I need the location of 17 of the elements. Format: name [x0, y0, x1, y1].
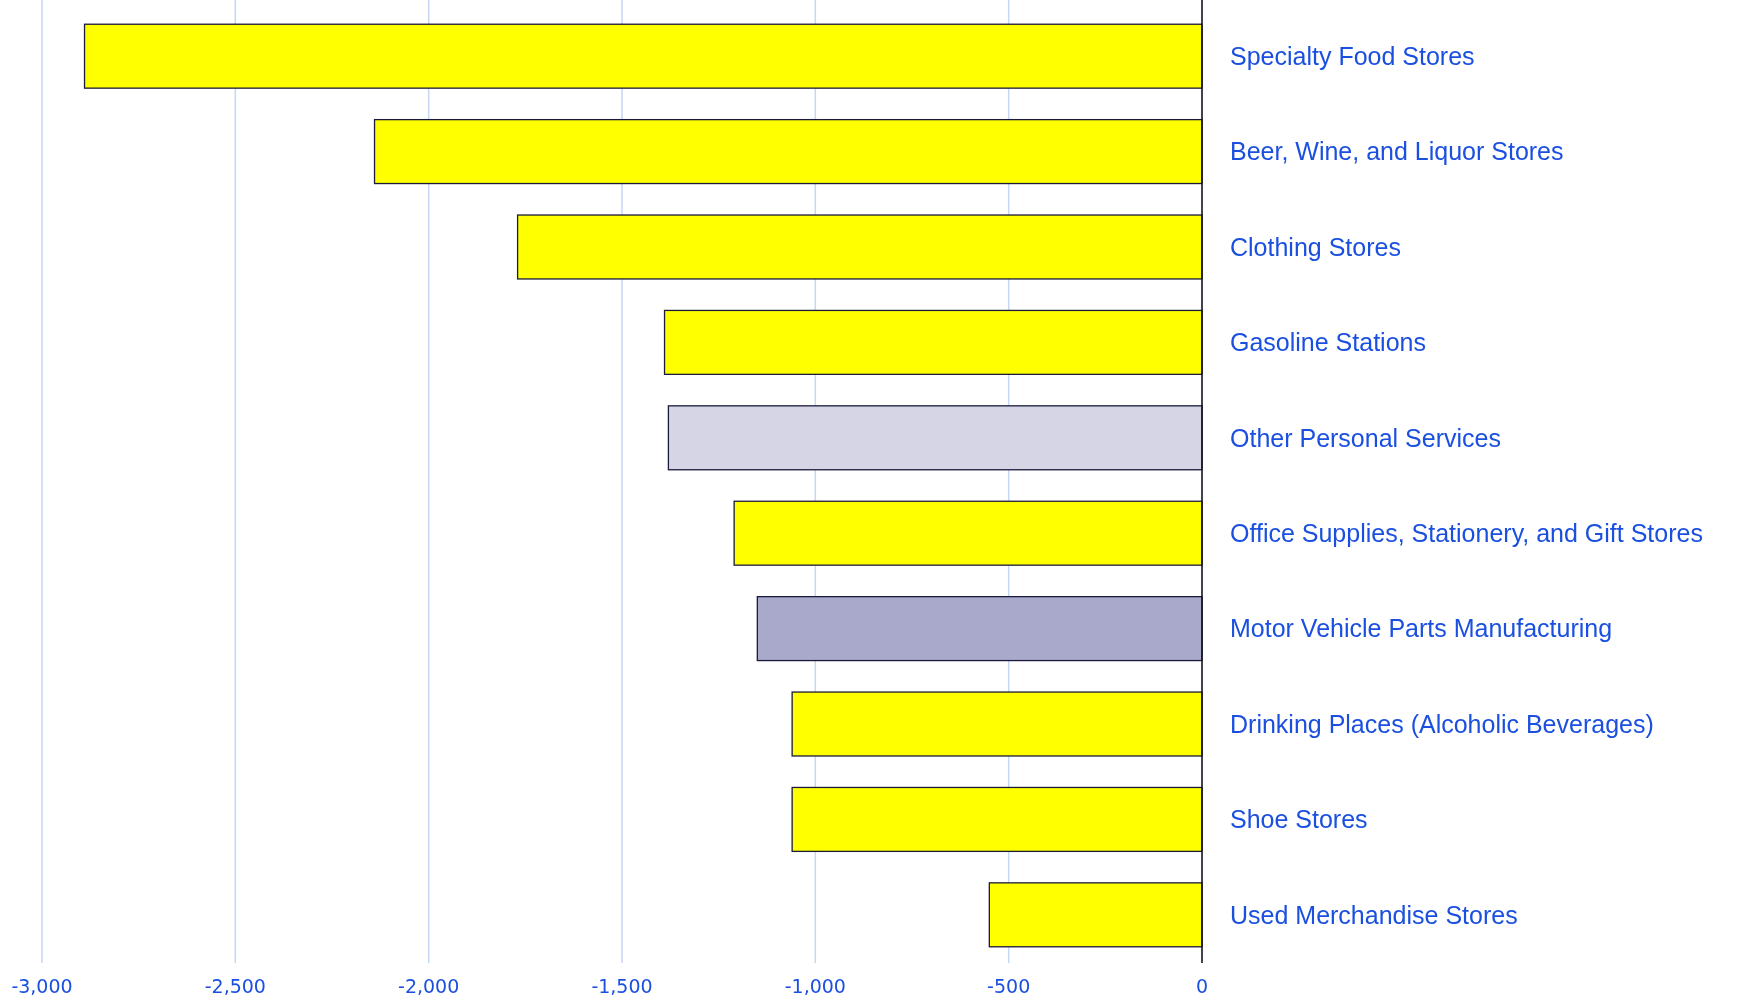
y-tick-label: Used Merchandise Stores: [1230, 900, 1518, 929]
y-tick-label: Gasoline Stations: [1230, 328, 1426, 357]
y-tick-label: Office Supplies, Stationery, and Gift Stores: [1230, 518, 1703, 547]
y-tick-label: Motor Vehicle Parts Manufacturing: [1230, 614, 1613, 643]
x-tick-label: -3,000: [11, 975, 73, 997]
y-tick-label: Shoe Stores: [1230, 805, 1368, 834]
y-tick-label: Specialty Food Stores: [1230, 41, 1475, 70]
x-tick-label: -1,000: [784, 975, 846, 997]
x-tick-label: -500: [987, 975, 1031, 997]
x-tick-label: 0: [1195, 975, 1209, 997]
y-tick-label: Beer, Wine, and Liquor Stores: [1230, 137, 1564, 166]
y-tick-label: Other Personal Services: [1230, 423, 1501, 452]
x-tick-label: -2,000: [398, 975, 460, 997]
x-tick-label: -1,500: [591, 975, 653, 997]
y-tick-label: Drinking Places (Alcoholic Beverages): [1230, 709, 1654, 738]
x-tick-label: -2,500: [204, 975, 266, 997]
y-tick-label: Clothing Stores: [1230, 232, 1401, 261]
